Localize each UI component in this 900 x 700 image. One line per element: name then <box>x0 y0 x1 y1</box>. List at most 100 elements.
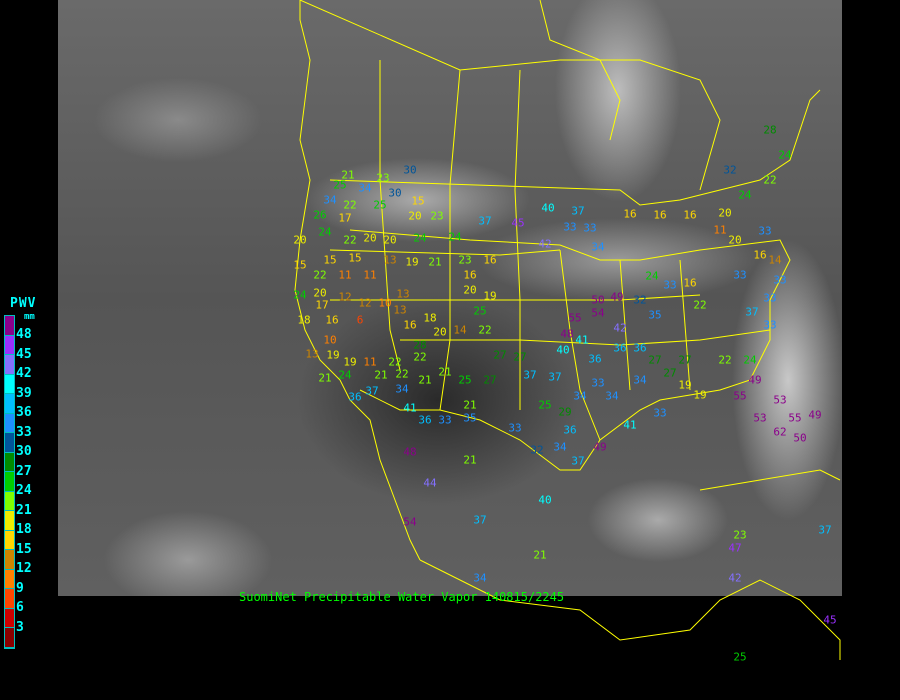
station-pwv-value: 37 <box>548 370 562 384</box>
station-pwv-value: 20 <box>293 233 307 247</box>
station-pwv-value: 19 <box>405 255 419 269</box>
station-pwv-value: 27 <box>493 348 507 362</box>
station-pwv-value: 15 <box>411 194 425 208</box>
station-pwv-value: 35 <box>463 411 477 425</box>
station-pwv-value: 36 <box>348 390 362 404</box>
legend-swatch <box>5 413 14 433</box>
station-pwv-value: 22 <box>395 367 409 381</box>
station-pwv-value: 15 <box>323 253 337 267</box>
station-pwv-value: 33 <box>763 318 777 332</box>
legend-swatch <box>5 530 14 550</box>
station-pwv-value: 37 <box>473 513 487 527</box>
station-pwv-value: 34 <box>605 389 619 403</box>
station-pwv-value: 33 <box>763 291 777 305</box>
station-pwv-value: 34 <box>553 440 567 454</box>
station-pwv-value: 47 <box>728 541 742 555</box>
station-pwv-value: 20 <box>408 209 422 223</box>
station-pwv-value: 30 <box>403 163 417 177</box>
station-pwv-value: 21 <box>533 548 547 562</box>
station-pwv-value: 28 <box>413 338 427 352</box>
station-pwv-value: 24 <box>448 230 462 244</box>
station-pwv-value: 22 <box>343 233 357 247</box>
station-pwv-value: 11 <box>713 223 727 237</box>
station-pwv-value: 40 <box>541 201 555 215</box>
station-pwv-value: 37 <box>365 384 379 398</box>
legend-label: 21 <box>16 502 32 518</box>
legend-swatch <box>5 550 14 570</box>
station-pwv-value: 33 <box>438 413 452 427</box>
legend-label: 27 <box>16 463 32 479</box>
station-pwv-value: 21 <box>463 453 477 467</box>
station-pwv-value: 62 <box>773 425 787 439</box>
station-pwv-value: 22 <box>313 268 327 282</box>
station-pwv-value: 23 <box>733 528 747 542</box>
border-line <box>499 579 841 660</box>
station-pwv-value: 11 <box>338 268 352 282</box>
border-line <box>379 60 401 371</box>
border-line <box>559 249 601 441</box>
station-pwv-value: 16 <box>463 268 477 282</box>
legend-label: 18 <box>16 522 32 537</box>
station-pwv-value: 24 <box>413 231 427 245</box>
station-pwv-value: 53 <box>753 411 767 425</box>
station-pwv-value: 20 <box>363 231 377 245</box>
station-pwv-value: 13 <box>383 253 397 267</box>
station-pwv-value: 13 <box>396 287 410 301</box>
station-pwv-value: 27 <box>663 366 677 380</box>
station-pwv-value: 34 <box>633 373 647 387</box>
border-line <box>400 329 771 346</box>
station-pwv-value: 22 <box>388 355 402 369</box>
station-pwv-value: 20 <box>433 325 447 339</box>
station-pwv-value: 15 <box>348 251 362 265</box>
station-pwv-value: 28 <box>763 123 777 137</box>
station-pwv-value: 20 <box>463 283 477 297</box>
station-pwv-value: 54 <box>403 515 417 529</box>
station-pwv-value: 6 <box>356 313 364 327</box>
station-pwv-value: 22 <box>343 198 357 212</box>
station-pwv-value: 22 <box>763 173 777 187</box>
station-pwv-value: 19 <box>693 388 707 402</box>
legend-swatch <box>5 394 14 414</box>
station-pwv-value: 25 <box>333 178 347 192</box>
legend-label: 33 <box>16 424 32 440</box>
station-pwv-value: 24 <box>778 148 792 162</box>
station-pwv-value: 36 <box>633 341 647 355</box>
station-pwv-value: 48 <box>403 445 417 459</box>
station-pwv-value: 34 <box>395 382 409 396</box>
station-pwv-value: 27 <box>483 373 497 387</box>
station-pwv-value: 29 <box>558 405 572 419</box>
legend-swatch <box>5 433 14 453</box>
border-line <box>329 89 821 206</box>
station-pwv-value: 22 <box>718 353 732 367</box>
legend-swatch <box>5 452 14 472</box>
station-pwv-value: 16 <box>683 208 697 222</box>
legend-label: 39 <box>16 385 32 401</box>
station-pwv-value: 50 <box>591 293 605 307</box>
legend-label: 36 <box>16 405 32 420</box>
station-pwv-value: 30 <box>388 186 402 200</box>
station-pwv-value: 12 <box>358 296 372 310</box>
legend-label: 9 <box>16 580 24 596</box>
border-line <box>539 0 621 141</box>
station-pwv-value: 37 <box>818 523 832 537</box>
station-pwv-value: 25 <box>373 198 387 212</box>
station-pwv-value: 13 <box>393 303 407 317</box>
station-pwv-value: 22 <box>413 350 427 364</box>
station-pwv-value: 44 <box>423 476 437 490</box>
station-pwv-value: 25 <box>458 373 472 387</box>
legend-title: PWV <box>10 296 37 311</box>
station-pwv-value: 24 <box>293 288 307 302</box>
station-pwv-value: 22 <box>478 323 492 337</box>
legend-swatch <box>5 374 14 394</box>
station-pwv-value: 17 <box>315 298 329 312</box>
station-pwv-value: 10 <box>323 333 337 347</box>
station-pwv-value: 25 <box>473 304 487 318</box>
station-pwv-value: 27 <box>648 353 662 367</box>
border-line <box>349 229 791 471</box>
legend-label: 3 <box>16 619 24 635</box>
station-pwv-value: 53 <box>773 393 787 407</box>
legend-label: 6 <box>16 600 24 615</box>
station-pwv-value: 49 <box>610 290 624 304</box>
